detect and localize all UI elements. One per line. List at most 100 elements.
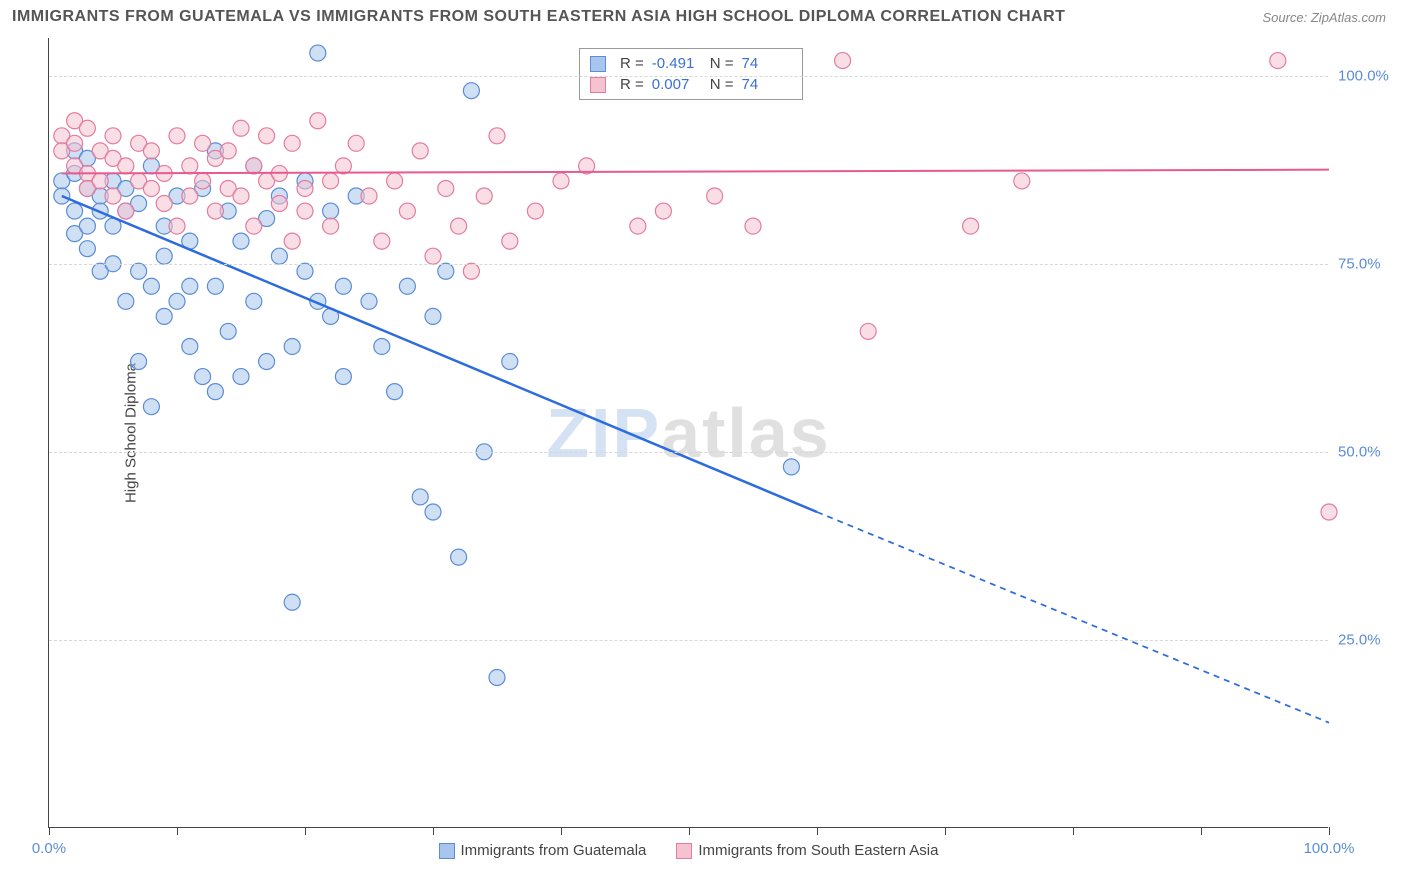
data-point — [79, 218, 95, 234]
x-tick — [305, 827, 306, 835]
data-point — [207, 384, 223, 400]
data-point — [451, 218, 467, 234]
legend-row: R = 0.007 N = 74 — [590, 74, 792, 95]
legend-item: Immigrants from South Eastern Asia — [676, 842, 938, 859]
legend-swatch — [590, 77, 606, 93]
data-point — [323, 203, 339, 219]
legend-label: Immigrants from Guatemala — [461, 842, 647, 859]
legend-swatch — [439, 843, 455, 859]
data-point — [451, 549, 467, 565]
data-point — [105, 128, 121, 144]
data-point — [745, 218, 761, 234]
data-point — [271, 196, 287, 212]
data-point — [425, 248, 441, 264]
x-tick — [433, 827, 434, 835]
n-value: 74 — [742, 55, 792, 72]
data-point — [220, 323, 236, 339]
data-point — [655, 203, 671, 219]
data-point — [489, 128, 505, 144]
data-point — [105, 188, 121, 204]
data-point — [335, 369, 351, 385]
n-label: N = — [710, 76, 734, 93]
data-point — [284, 233, 300, 249]
data-point — [335, 278, 351, 294]
data-point — [323, 218, 339, 234]
data-point — [67, 203, 83, 219]
n-value: 74 — [742, 76, 792, 93]
data-point — [182, 188, 198, 204]
data-point — [438, 263, 454, 279]
data-point — [182, 158, 198, 174]
data-point — [387, 173, 403, 189]
data-point — [489, 670, 505, 686]
source-attribution: Source: ZipAtlas.com — [1262, 10, 1386, 25]
data-point — [195, 369, 211, 385]
x-tick — [1201, 827, 1202, 835]
x-tick — [817, 827, 818, 835]
data-point — [246, 293, 262, 309]
x-tick — [689, 827, 690, 835]
r-value: -0.491 — [652, 55, 702, 72]
data-point — [182, 338, 198, 354]
data-point — [399, 203, 415, 219]
gridline — [49, 452, 1328, 453]
x-tick — [945, 827, 946, 835]
data-point — [783, 459, 799, 475]
data-point — [233, 369, 249, 385]
data-point — [399, 278, 415, 294]
x-tick — [49, 827, 50, 835]
data-point — [463, 83, 479, 99]
y-tick-label: 25.0% — [1338, 631, 1398, 648]
n-label: N = — [710, 55, 734, 72]
data-point — [233, 233, 249, 249]
data-point — [271, 248, 287, 264]
data-point — [425, 308, 441, 324]
data-point — [169, 293, 185, 309]
data-point — [361, 293, 377, 309]
data-point — [553, 173, 569, 189]
data-point — [207, 278, 223, 294]
data-point — [118, 158, 134, 174]
r-label: R = — [620, 76, 644, 93]
legend-row: R =-0.491N =74 — [590, 53, 792, 74]
data-point — [502, 233, 518, 249]
data-point — [92, 173, 108, 189]
data-point — [156, 308, 172, 324]
series-legend: Immigrants from Guatemala Immigrants from… — [439, 842, 939, 859]
data-point — [233, 188, 249, 204]
data-point — [79, 120, 95, 136]
data-point — [156, 248, 172, 264]
trend-line-extrapolated — [817, 512, 1329, 723]
data-point — [1014, 173, 1030, 189]
data-point — [67, 135, 83, 151]
data-point — [463, 263, 479, 279]
gridline — [49, 640, 1328, 641]
chart-title: IMMIGRANTS FROM GUATEMALA VS IMMIGRANTS … — [12, 8, 1065, 26]
data-point — [310, 113, 326, 129]
gridline — [49, 76, 1328, 77]
x-tick — [177, 827, 178, 835]
data-point — [220, 143, 236, 159]
r-value: 0.007 — [652, 76, 702, 93]
chart-svg — [49, 38, 1328, 827]
data-point — [323, 173, 339, 189]
x-tick-label: 100.0% — [1304, 840, 1355, 857]
data-point — [425, 504, 441, 520]
data-point — [361, 188, 377, 204]
data-point — [131, 354, 147, 370]
y-tick-label: 75.0% — [1338, 255, 1398, 272]
data-point — [963, 218, 979, 234]
legend-swatch — [676, 843, 692, 859]
data-point — [1270, 53, 1286, 69]
data-point — [156, 196, 172, 212]
data-point — [297, 180, 313, 196]
legend-item: Immigrants from Guatemala — [439, 842, 647, 859]
data-point — [860, 323, 876, 339]
data-point — [1321, 504, 1337, 520]
gridline — [49, 264, 1328, 265]
data-point — [118, 293, 134, 309]
data-point — [707, 188, 723, 204]
trend-line — [62, 196, 817, 512]
data-point — [297, 263, 313, 279]
data-point — [412, 489, 428, 505]
